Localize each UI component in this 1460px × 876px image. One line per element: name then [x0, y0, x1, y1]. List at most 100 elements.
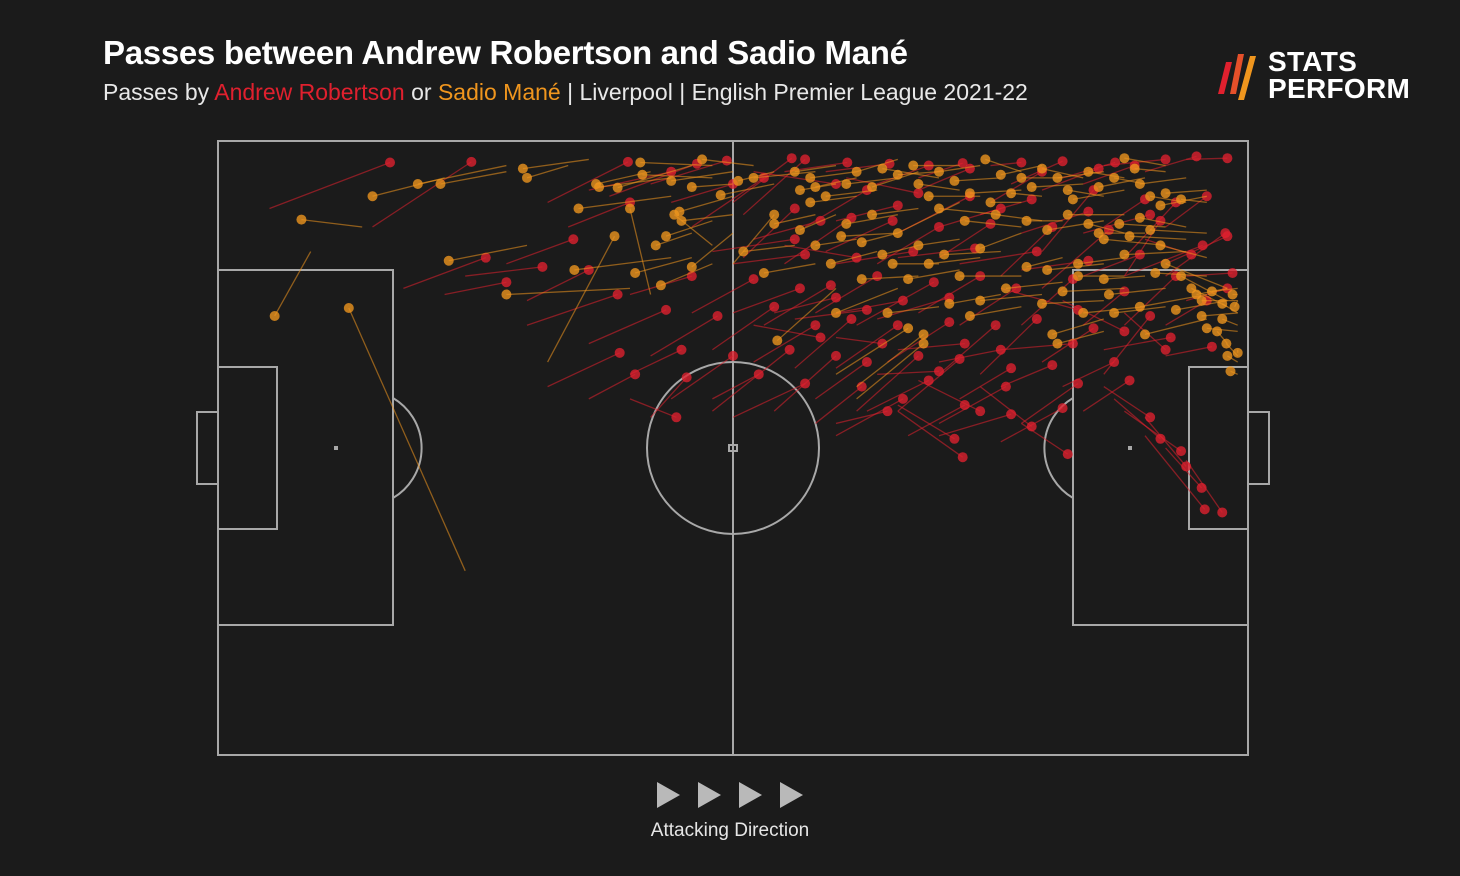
- pass-origin-point: [1232, 347, 1243, 358]
- pass-line: [846, 177, 898, 185]
- pass-origin-point: [748, 172, 759, 183]
- pass-line: [985, 158, 1022, 173]
- pass-line: [835, 324, 899, 369]
- pitch-markings: [196, 140, 1270, 756]
- pass-origin-point: [913, 188, 924, 199]
- pass-origin-point: [466, 156, 477, 167]
- pass-line: [588, 309, 667, 345]
- pass-line: [712, 238, 795, 253]
- pass-line: [1134, 167, 1166, 173]
- pass-origin-point: [1042, 264, 1053, 275]
- pass-line: [1144, 155, 1197, 173]
- pass-origin-point: [805, 197, 816, 208]
- pass-origin-point: [1016, 157, 1027, 168]
- pass-origin-point: [954, 271, 965, 282]
- pass-origin-point: [794, 225, 805, 236]
- pass-line: [944, 250, 1001, 256]
- pass-origin-point: [805, 172, 816, 183]
- pass-origin-point: [1155, 433, 1166, 444]
- pass-line: [1139, 177, 1187, 185]
- pass-origin-point: [794, 185, 805, 196]
- pass-line: [711, 349, 791, 412]
- pass-origin-point: [712, 310, 723, 321]
- pass-origin-point: [939, 249, 950, 260]
- pass-origin-point: [569, 264, 580, 275]
- pass-line: [897, 247, 976, 259]
- pass-line: [1026, 257, 1063, 268]
- pass-origin-point: [1186, 249, 1197, 260]
- pass-line: [1186, 157, 1228, 161]
- pass-line: [1041, 229, 1110, 289]
- pass-origin-point: [1083, 166, 1094, 177]
- pass-origin-point: [1222, 350, 1233, 361]
- pass-origin-point: [612, 289, 623, 300]
- pass-line: [897, 201, 960, 234]
- pass-line: [949, 293, 1001, 305]
- pass-origin-point: [897, 295, 908, 306]
- left-six-yard-box: [217, 366, 278, 530]
- pass-line: [835, 336, 883, 345]
- pass-origin-point: [1026, 182, 1037, 193]
- pass-line: [743, 244, 795, 253]
- pass-origin-point: [637, 169, 648, 180]
- pass-origin-point: [635, 157, 646, 168]
- pass-line: [1082, 253, 1141, 277]
- pass-origin-point: [846, 314, 857, 325]
- pass-origin-point: [1098, 234, 1109, 245]
- pass-line: [861, 275, 919, 280]
- pass-origin-point: [825, 280, 836, 291]
- left-penalty-area: [217, 269, 394, 626]
- pass-line: [959, 367, 1012, 400]
- pass-origin-point: [1229, 301, 1240, 312]
- pass-origin-point: [1160, 344, 1171, 355]
- pass-line: [1098, 177, 1146, 188]
- pass-origin-point: [1110, 157, 1121, 168]
- pass-origin-point: [1006, 188, 1017, 199]
- pass-line: [959, 250, 1037, 265]
- pass-origin-point: [851, 166, 862, 177]
- pass-origin-point: [669, 209, 680, 220]
- pass-origin-point: [1191, 289, 1202, 300]
- pass-origin-point: [897, 393, 908, 404]
- pass-origin-point: [1145, 310, 1156, 321]
- pass-origin-point: [892, 169, 903, 180]
- pass-origin-point: [831, 350, 841, 361]
- pass-line: [670, 355, 734, 400]
- pass-line: [774, 214, 816, 225]
- pass-origin-point: [753, 369, 764, 380]
- pass-line: [918, 183, 960, 191]
- pass-line: [1165, 447, 1203, 489]
- pass-origin-point: [1176, 271, 1187, 282]
- pass-line: [907, 404, 966, 437]
- chart-subtitle: Passes by Andrew Robertson or Sadio Mané…: [103, 79, 1028, 106]
- pass-origin-point: [831, 292, 841, 303]
- pass-origin-point: [1021, 215, 1032, 226]
- pass-origin-point: [614, 347, 625, 358]
- pass-line: [1139, 217, 1187, 228]
- pass-line: [742, 208, 796, 259]
- pass-origin-point: [851, 252, 862, 263]
- pass-origin-point: [1165, 332, 1176, 343]
- pass-origin-point: [861, 357, 872, 368]
- pass-origin-point: [1088, 323, 1099, 334]
- pass-origin-point: [810, 240, 821, 251]
- pass-origin-point: [1083, 255, 1094, 266]
- pass-line: [1103, 238, 1166, 247]
- pass-origin-point: [1073, 378, 1084, 389]
- pass-line: [1041, 189, 1094, 252]
- pass-line: [835, 287, 899, 314]
- pass-origin-point: [681, 372, 692, 383]
- pass-line: [1088, 223, 1125, 234]
- pass-origin-point: [903, 323, 914, 334]
- pass-origin-point: [975, 406, 986, 417]
- pass-line: [440, 171, 507, 185]
- pass-line: [835, 327, 909, 375]
- pass-origin-point: [949, 175, 960, 186]
- pass-origin-point: [1129, 163, 1140, 174]
- pass-origin-point: [825, 258, 836, 269]
- pass-origin-point: [1124, 375, 1135, 386]
- direction-arrows: [0, 782, 1460, 808]
- pass-line: [856, 333, 924, 388]
- right-six-yard-box: [1188, 366, 1249, 530]
- pass-origin-point: [612, 182, 623, 193]
